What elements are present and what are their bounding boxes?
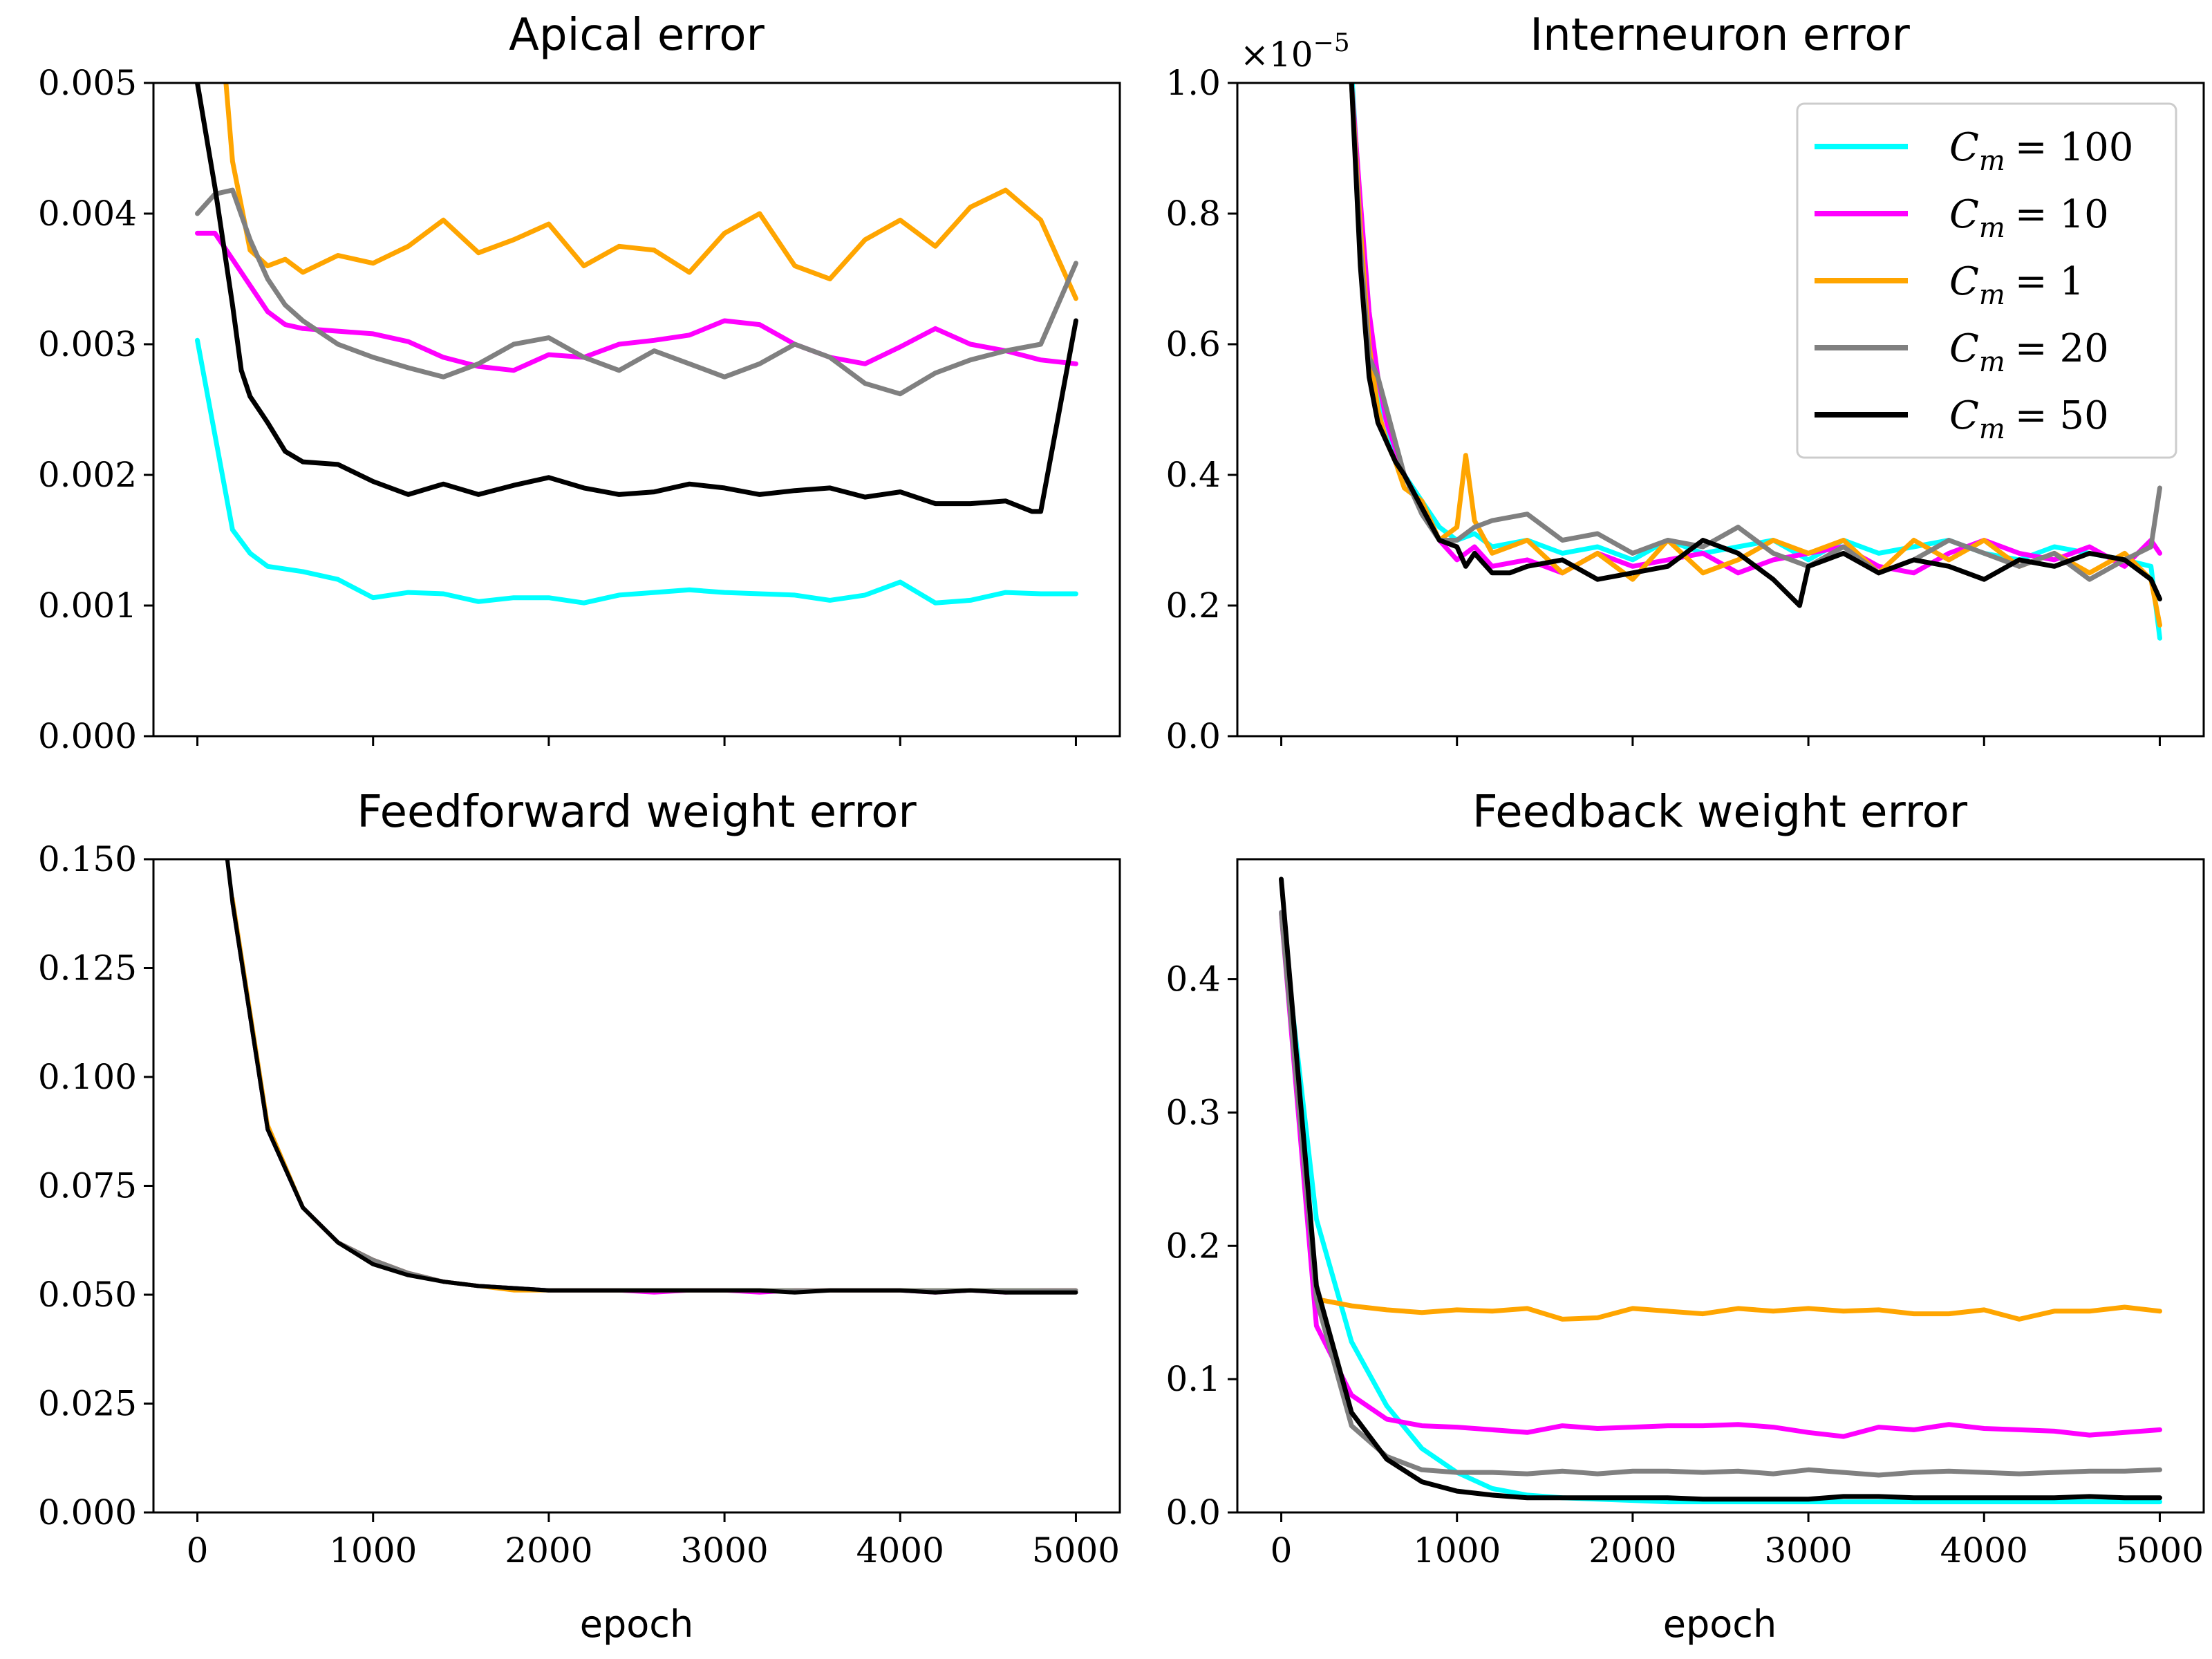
feedback-axes-frame: [1236, 858, 2205, 1514]
y-tick-label: 0.3: [1165, 1092, 1221, 1132]
series-line-apical-c-m-1: [223, 83, 1078, 301]
scale-exponent: −5: [1313, 29, 1350, 57]
legend-label: Cm = 20: [1949, 326, 2109, 378]
series-line-apical-c-m-20: [195, 187, 1078, 397]
y-tick-label: 0.150: [38, 839, 137, 879]
y-tick-label: 0.8: [1165, 194, 1221, 234]
x-tick-label: 1000: [1413, 1530, 1501, 1571]
feedforward-lines: [225, 859, 1078, 1295]
panel-interneuron-error: Interneuron error ×10−5 0.0 0.2 0.4 0.6 0.8 1…: [1165, 10, 2205, 756]
feedforward-axes-frame: [152, 858, 1121, 1514]
feedforward-ticks: 0 1000 2000 3000 4000 5000 0.000 0.025 0.050 0.07…: [38, 839, 1120, 1571]
panel-title-feedback: Feedback weight error: [1472, 787, 1968, 838]
series-line-apical-c-m-100: [195, 337, 1078, 606]
y-tick-label: 0.100: [38, 1057, 137, 1097]
feedback-ticks: 0 1000 2000 3000 4000 5000 0.0 0.1 0.2 0.3 0.4: [1165, 959, 2204, 1571]
interneuron-ticks: 0.0 0.2 0.4 0.6 0.8 1.0: [1165, 63, 2161, 756]
y-tick-label: 0.003: [38, 324, 137, 364]
x-tick-label: 0: [187, 1530, 209, 1571]
x-axis-label-feedforward: epoch: [580, 1602, 693, 1646]
y-tick-label: 0.1: [1165, 1359, 1221, 1399]
y-tick-label: 0.2: [1165, 1226, 1221, 1266]
series-line-feedback-c-m-100: [1279, 910, 2162, 1505]
panel-feedback-weight-error: Feedback weight error 0 1000 2000 3000 4000 5…: [1165, 787, 2205, 1646]
y-tick-label: 0.6: [1165, 324, 1221, 364]
y-tick-label: 0.4: [1165, 959, 1221, 1000]
series-line-feedback-c-m-1: [1313, 1296, 2162, 1322]
y-tick-label: 0.2: [1165, 585, 1221, 626]
y-tick-label: 0.075: [38, 1166, 137, 1206]
series-line-feedback-c-m-10: [1279, 910, 2162, 1439]
series-line-interneuron-c-m-50: [1349, 83, 2162, 608]
y-tick-label: 0.004: [38, 194, 137, 234]
panel-apical-error: Apical error 0.0000.0010.0020.0030.0040.…: [38, 10, 1121, 756]
apical-axes-frame: [152, 82, 1121, 738]
y-tick-label: 0.050: [38, 1275, 137, 1315]
legend-box: [1796, 102, 2177, 459]
y-tick-label: 1.0: [1165, 63, 1221, 103]
y-tick-label: 0.000: [38, 1492, 137, 1533]
y-tick-label: 0.125: [38, 948, 137, 988]
y-tick-label: 0.001: [38, 585, 137, 626]
x-tick-label: 0: [1271, 1530, 1293, 1571]
x-tick-label: 4000: [856, 1530, 944, 1571]
x-tick-label: 4000: [1940, 1530, 2028, 1571]
y-tick-label: 0.000: [38, 716, 137, 756]
x-tick-label: 3000: [1764, 1530, 1852, 1571]
interneuron-scale-label: ×10−5: [1240, 29, 1350, 75]
series-line-feedback-c-m-50: [1279, 877, 2162, 1502]
x-tick-label: 5000: [1032, 1530, 1120, 1571]
interneuron-axes-frame: [1236, 82, 2205, 738]
x-tick-label: 2000: [1588, 1530, 1676, 1571]
x-axis-label-feedback: epoch: [1663, 1602, 1777, 1646]
y-tick-label: 0.025: [38, 1384, 137, 1424]
x-tick-label: 1000: [329, 1530, 417, 1571]
legend-label: Cm = 100: [1949, 125, 2133, 177]
y-tick-label: 0.0: [1165, 1492, 1221, 1533]
series-line-feedforward-c-m-50: [225, 859, 1078, 1295]
y-tick-label: 0.002: [38, 455, 137, 495]
legend-label: Cm = 1: [1949, 259, 2084, 311]
legend-items: Cm = 100 Cm = 10 Cm = 1 Cm = 20 Cm = 50: [1815, 125, 2133, 445]
y-tick-label: 0.005: [38, 63, 137, 103]
feedback-lines: [1279, 877, 2162, 1505]
panel-title-apical: Apical error: [509, 10, 765, 61]
panel-feedforward-weight-error: Feedforward weight error 0 1000 2000 3000 40…: [38, 787, 1121, 1646]
series-line-feedback-c-m-20: [1279, 910, 2162, 1478]
scale-times-ten: ×10: [1240, 35, 1313, 75]
interneuron-lines: [1349, 83, 2162, 641]
y-tick-label: 0.4: [1165, 455, 1221, 495]
legend-label: Cm = 10: [1949, 192, 2109, 244]
series-line-apical-c-m-50: [195, 83, 1078, 514]
apical-lines: [195, 83, 1078, 606]
legend-label: Cm = 50: [1949, 393, 2109, 445]
y-tick-label: 0.0: [1165, 716, 1221, 756]
apical-ticks: 0.000 0.001 0.002 0.003 0.004 0.005: [38, 63, 1077, 756]
panel-title-feedforward: Feedforward weight error: [357, 787, 917, 838]
x-tick-label: 2000: [505, 1530, 592, 1571]
legend: Cm = 100 Cm = 10 Cm = 1 Cm = 20 Cm = 50: [1796, 102, 2177, 459]
panel-title-interneuron: Interneuron error: [1530, 10, 1910, 61]
x-tick-label: 5000: [2116, 1530, 2204, 1571]
series-line-interneuron-c-m-1: [1349, 83, 2162, 628]
x-tick-label: 3000: [680, 1530, 768, 1571]
